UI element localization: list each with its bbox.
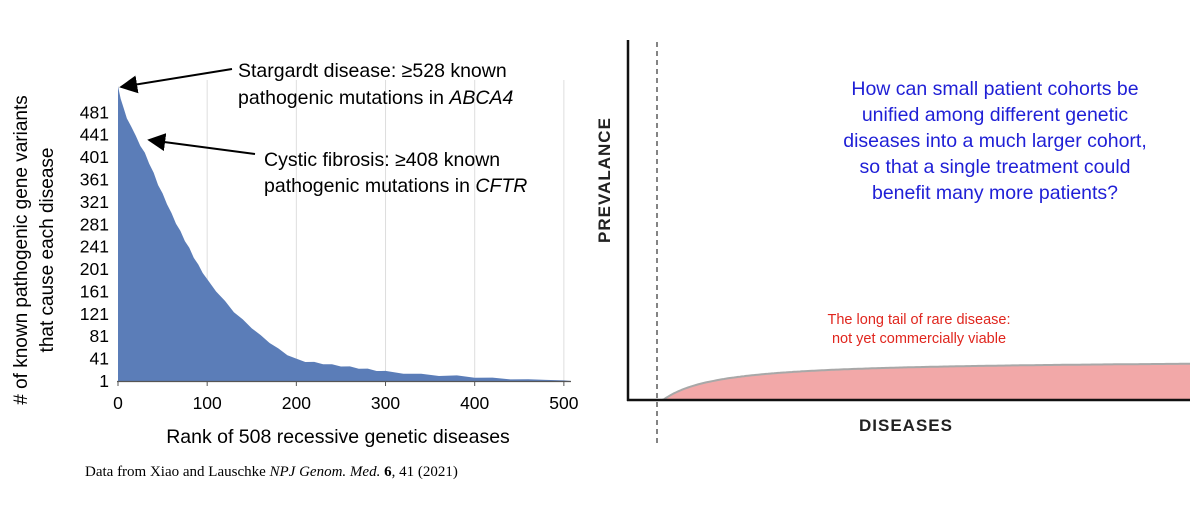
question-line-4: so that a single treatment could: [860, 156, 1131, 178]
tail-label-line2: not yet commercially viable: [832, 331, 1006, 347]
x-tick-label-300: 300: [371, 393, 400, 413]
stargardt-annotation-line2: pathogenic mutations in ABCA4: [238, 87, 513, 109]
y-tick-label-81: 81: [90, 326, 109, 346]
y-tick-label-441: 441: [80, 125, 109, 145]
stargardt-arrow: [119, 68, 233, 94]
variant-count-area: [118, 86, 571, 381]
x-tick-labels: 0 100 200 300 400 500: [113, 381, 579, 413]
y-tick-label-241: 241: [80, 237, 109, 257]
cystic-fibrosis-annotation-line1: Cystic fibrosis: ≥408 known: [264, 149, 500, 171]
long-tail-region: [657, 363, 1190, 400]
citation: Data from Xiao and Lauschke NPJ Genom. M…: [85, 464, 458, 480]
y-tick-label-401: 401: [80, 147, 109, 167]
y-axis-label-line1: # of known pathogenic gene variants: [11, 95, 32, 405]
y-tick-label-281: 281: [80, 214, 109, 234]
x-tick-label-100: 100: [193, 393, 222, 413]
tail-label-line1: The long tail of rare disease:: [828, 312, 1011, 328]
question-line-1: How can small patient cohorts be: [851, 78, 1138, 100]
question-line-3: diseases into a much larger cohort,: [843, 130, 1147, 152]
question-line-5: benefit many more patients?: [872, 182, 1118, 204]
x-axis-label: DISEASES: [859, 416, 953, 435]
y-tick-label-41: 41: [90, 349, 109, 369]
y-tick-label-161: 161: [80, 281, 109, 301]
x-axis-label: Rank of 508 recessive genetic diseases: [166, 426, 510, 448]
x-tick-label-0: 0: [113, 393, 123, 413]
long-tail-schematic: DISEASES PREVALANCE How can small patien…: [595, 40, 1190, 443]
question-line-2: unified among different genetic: [862, 104, 1129, 126]
question-text: How can small patient cohorts be unified …: [843, 78, 1147, 204]
stargardt-annotation-line1: Stargardt disease: ≥528 known: [238, 60, 507, 82]
y-tick-label-321: 321: [80, 192, 109, 212]
cystic-fibrosis-annotation-line2: pathogenic mutations in CFTR: [264, 175, 527, 197]
y-tick-label-121: 121: [80, 304, 109, 324]
y-tick-label-1: 1: [99, 371, 109, 391]
y-axis-label: PREVALANCE: [595, 117, 614, 243]
y-tick-label-201: 201: [80, 259, 109, 279]
x-tick-label-200: 200: [282, 393, 311, 413]
y-axis-label-line2: that cause each disease: [37, 148, 58, 353]
x-tick-label-500: 500: [549, 393, 578, 413]
y-tick-label-481: 481: [80, 102, 109, 122]
y-tick-label-361: 361: [80, 169, 109, 189]
prevalence-curve: [632, 362, 1190, 401]
cystic-fibrosis-arrow: [147, 133, 256, 155]
x-tick-label-400: 400: [460, 393, 489, 413]
